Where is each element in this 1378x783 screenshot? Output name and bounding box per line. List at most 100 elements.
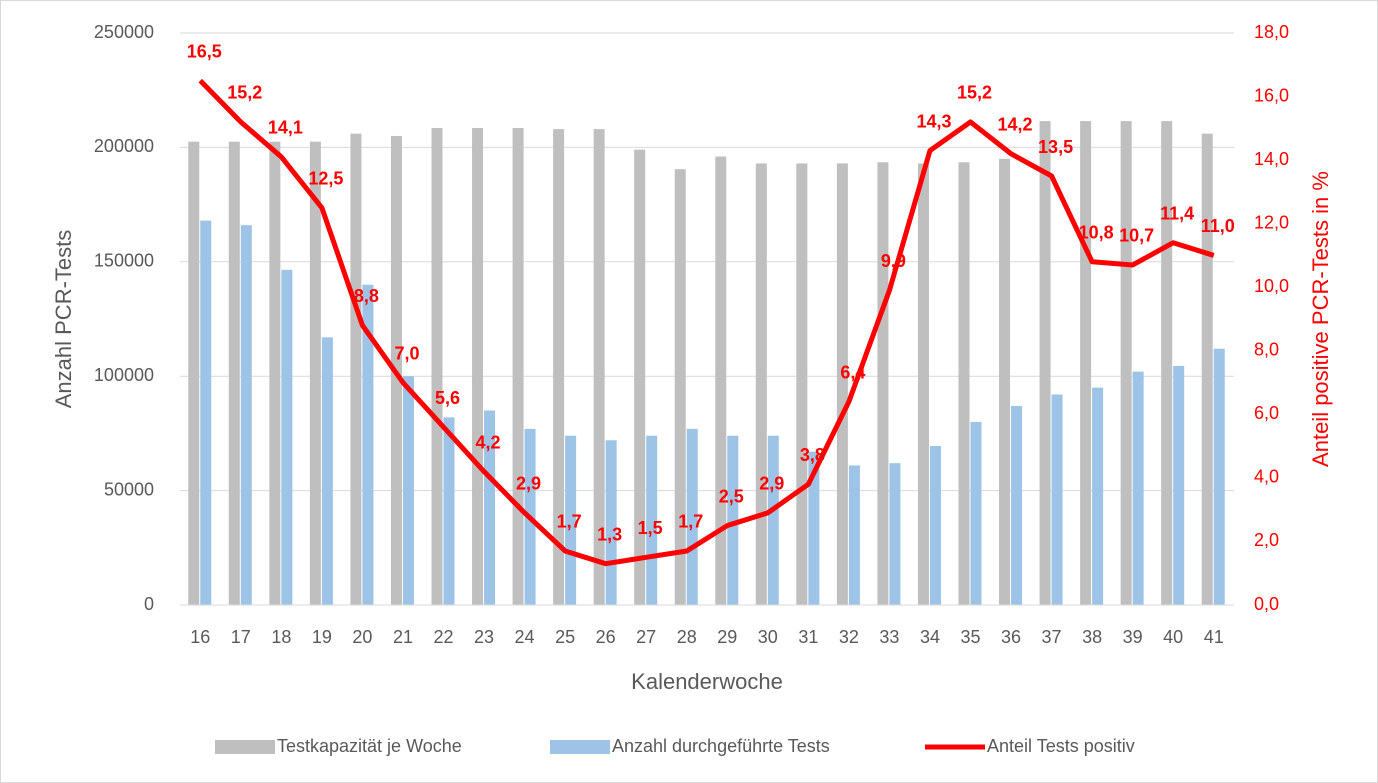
x-tick-label: 29 xyxy=(717,627,737,647)
y2-axis-title: Anteil positive PCR-Tests in % xyxy=(1308,171,1333,467)
bar xyxy=(188,141,200,605)
y-tick-label: 50000 xyxy=(104,479,154,499)
x-tick-label: 16 xyxy=(190,627,210,647)
data-label: 9,9 xyxy=(881,251,906,271)
x-tick-label: 36 xyxy=(1001,627,1021,647)
bar xyxy=(1120,121,1132,605)
x-tick-label: 40 xyxy=(1163,627,1183,647)
bar xyxy=(1173,365,1185,605)
bar xyxy=(1213,348,1225,605)
data-label: 10,8 xyxy=(1079,223,1114,243)
y2-tick-label: 2,0 xyxy=(1254,530,1279,550)
data-label: 15,2 xyxy=(957,83,992,103)
x-tick-label: 34 xyxy=(920,627,940,647)
x-tick-label: 17 xyxy=(231,627,251,647)
bar xyxy=(605,440,617,605)
x-tick-label: 37 xyxy=(1042,627,1062,647)
data-label: 5,6 xyxy=(435,388,460,408)
bar xyxy=(362,284,374,605)
data-label: 11,0 xyxy=(1201,216,1235,236)
bar xyxy=(553,129,565,605)
data-label: 16,5 xyxy=(187,41,222,61)
bar xyxy=(958,162,970,605)
legend-swatch xyxy=(550,740,610,754)
bar xyxy=(877,162,889,605)
bar xyxy=(1132,371,1144,605)
y-tick-label: 100000 xyxy=(94,365,154,385)
x-tick-label: 19 xyxy=(312,627,332,647)
data-label: 1,7 xyxy=(678,512,703,532)
data-label: 11,4 xyxy=(1160,203,1194,223)
bar xyxy=(431,127,443,606)
x-tick-label: 28 xyxy=(677,627,697,647)
bar xyxy=(321,337,333,605)
bar xyxy=(484,410,496,605)
y-axis-title: Anzahl PCR-Tests xyxy=(51,230,76,409)
data-label: 10,7 xyxy=(1119,226,1154,246)
x-tick-label: 23 xyxy=(474,627,494,647)
x-tick-label: 20 xyxy=(352,627,372,647)
x-tick-label: 26 xyxy=(596,627,616,647)
bar xyxy=(767,435,779,605)
data-label: 1,7 xyxy=(557,512,582,532)
data-label: 13,5 xyxy=(1038,137,1073,157)
x-tick-label: 21 xyxy=(393,627,413,647)
data-label: 8,8 xyxy=(354,286,379,306)
data-label: 2,9 xyxy=(759,474,784,494)
bar xyxy=(593,129,605,605)
bar xyxy=(1039,121,1051,605)
bar xyxy=(755,163,767,605)
x-tick-label: 18 xyxy=(271,627,291,647)
y2-tick-label: 16,0 xyxy=(1254,85,1289,105)
y-tick-label: 250000 xyxy=(94,22,154,42)
bar xyxy=(269,141,281,605)
x-tick-label: 24 xyxy=(515,627,535,647)
bar xyxy=(240,225,252,605)
bar xyxy=(1051,394,1063,605)
bar xyxy=(350,133,362,605)
x-axis-title: Kalenderwoche xyxy=(631,669,783,694)
data-label: 15,2 xyxy=(227,83,262,103)
bar xyxy=(1201,133,1213,605)
bar xyxy=(646,435,658,605)
x-tick-label: 25 xyxy=(555,627,575,647)
y-tick-label: 200000 xyxy=(94,136,154,156)
bar xyxy=(808,451,820,605)
x-tick-label: 38 xyxy=(1082,627,1102,647)
bar xyxy=(200,220,212,605)
bar xyxy=(443,417,455,605)
y2-tick-label: 8,0 xyxy=(1254,340,1279,360)
line xyxy=(198,78,1215,567)
bar xyxy=(917,163,929,605)
bar xyxy=(674,169,686,606)
y2-tick-label: 6,0 xyxy=(1254,403,1279,423)
bar xyxy=(686,428,698,605)
bar xyxy=(889,463,901,605)
bar xyxy=(970,421,982,605)
y2-tick-label: 12,0 xyxy=(1254,212,1289,232)
bar xyxy=(1092,387,1104,605)
bar xyxy=(281,269,293,605)
x-tick-label: 35 xyxy=(960,627,980,647)
x-tick-label: 41 xyxy=(1204,627,1224,647)
data-label: 6,4 xyxy=(840,362,865,382)
x-tick-label: 30 xyxy=(758,627,778,647)
data-label: 14,2 xyxy=(998,115,1033,135)
legend-label: Testkapazität je Woche xyxy=(277,736,462,756)
x-tick-label: 22 xyxy=(433,627,453,647)
data-label: 14,1 xyxy=(268,118,303,138)
bar xyxy=(565,435,577,605)
data-label: 1,5 xyxy=(638,518,663,538)
data-label: 4,2 xyxy=(476,432,501,452)
data-label: 2,5 xyxy=(719,486,744,506)
bar xyxy=(228,141,240,605)
y2-tick-label: 10,0 xyxy=(1254,276,1289,296)
data-label: 3,8 xyxy=(800,445,825,465)
x-tick-label: 33 xyxy=(879,627,899,647)
bar xyxy=(1011,405,1023,605)
bar xyxy=(836,163,848,605)
data-label: 12,5 xyxy=(308,169,343,189)
legend-label: Anzahl durchgeführte Tests xyxy=(612,736,830,756)
